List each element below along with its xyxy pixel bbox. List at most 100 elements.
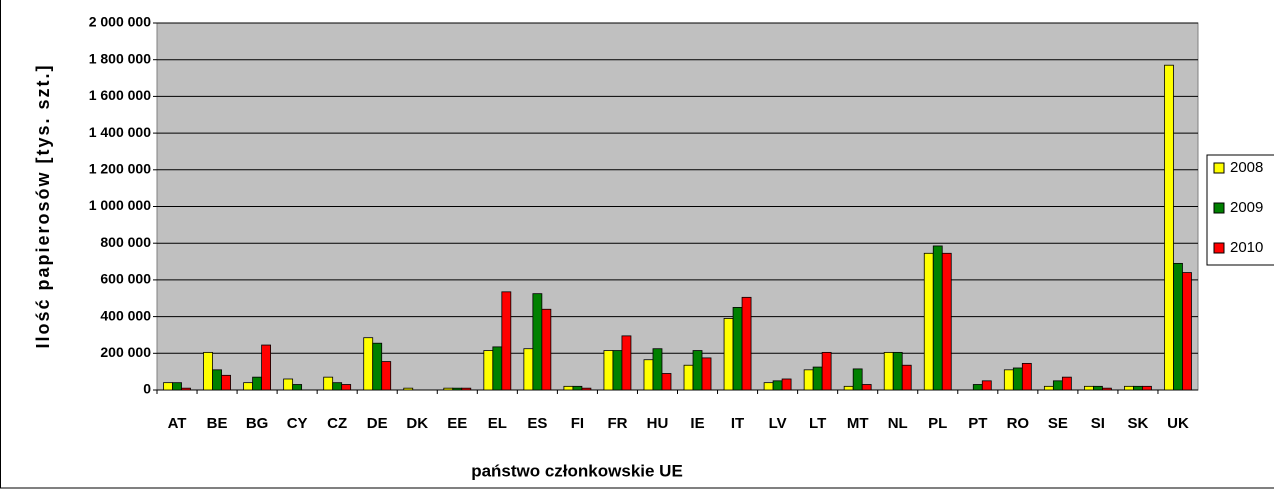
bar <box>221 374 231 391</box>
bar <box>692 350 703 391</box>
bar <box>483 350 494 391</box>
bar <box>763 382 774 391</box>
x-tick-label: AT <box>168 415 187 432</box>
bar <box>981 380 992 391</box>
x-tick-label: EL <box>488 415 507 432</box>
bar <box>701 357 712 391</box>
y-tick-label: 800 000 <box>100 234 151 250</box>
bar <box>652 348 663 391</box>
x-tick-label: ES <box>527 415 547 432</box>
bar <box>563 385 574 391</box>
bar <box>443 387 454 391</box>
bar <box>683 364 694 391</box>
bar <box>172 382 182 391</box>
bar <box>1052 380 1063 391</box>
y-axis-title: Ilość papierosów [tys. szt.] <box>33 63 53 348</box>
legend-label: 2009 <box>1230 199 1263 216</box>
bar <box>501 291 512 391</box>
bar <box>532 293 543 391</box>
x-axis-title: państwo członkowskie UE <box>471 461 683 480</box>
legend-swatch <box>1213 242 1225 254</box>
bar <box>643 359 654 391</box>
legend-swatch <box>1213 162 1225 174</box>
bar <box>1012 367 1023 391</box>
bar <box>1084 385 1094 391</box>
bar <box>243 382 253 391</box>
bar <box>1093 385 1103 391</box>
bar <box>621 335 632 391</box>
bar <box>843 385 854 391</box>
x-tick-label: FR <box>607 415 627 432</box>
x-tick-label: DE <box>367 415 388 432</box>
bar <box>772 380 783 391</box>
x-tick-label: RO <box>1007 415 1030 432</box>
bar <box>861 384 872 391</box>
bar <box>363 337 374 391</box>
bar <box>332 382 343 391</box>
x-tick-label: SI <box>1091 415 1105 432</box>
bar <box>452 387 463 391</box>
bar <box>1142 385 1152 391</box>
bar <box>852 368 863 391</box>
bar <box>381 361 392 391</box>
x-tick-label: EE <box>447 415 467 432</box>
legend-swatch <box>1213 202 1225 214</box>
bar <box>661 373 672 391</box>
bar <box>612 350 623 391</box>
bar <box>1043 385 1054 391</box>
bar <box>403 387 414 391</box>
x-tick-label: HU <box>647 415 669 432</box>
bar <box>932 245 943 391</box>
legend-label: 2010 <box>1230 239 1263 256</box>
bar <box>461 387 472 391</box>
y-tick-label: 2 000 000 <box>89 14 151 30</box>
y-tick-label: 1 400 000 <box>89 124 151 140</box>
bar <box>821 351 832 391</box>
bar <box>1021 362 1032 391</box>
bar <box>723 318 734 391</box>
x-tick-label: IT <box>731 415 744 432</box>
bar <box>892 351 903 391</box>
x-tick-label: FI <box>571 415 584 432</box>
y-tick-label: 1 600 000 <box>89 87 151 103</box>
bar <box>812 366 823 391</box>
bar <box>181 387 191 391</box>
bar <box>372 342 383 391</box>
y-tick-label: 1 000 000 <box>89 197 151 213</box>
bar <box>341 384 352 391</box>
bar <box>901 364 912 391</box>
bar <box>1182 272 1192 391</box>
bar <box>972 384 983 391</box>
x-tick-label: PL <box>928 415 947 432</box>
bar <box>803 369 814 391</box>
legend-label: 2008 <box>1230 159 1263 176</box>
bar <box>252 376 262 391</box>
bar <box>732 307 743 391</box>
bar <box>1173 262 1183 391</box>
x-tick-label: LT <box>809 415 826 432</box>
bar <box>323 376 334 391</box>
bar <box>541 308 552 391</box>
bar <box>203 351 213 391</box>
x-tick-label: LV <box>769 415 787 432</box>
x-tick-label: CZ <box>327 415 347 432</box>
bar <box>1164 64 1174 391</box>
bar <box>883 351 894 391</box>
bar <box>1133 385 1143 391</box>
bar <box>1003 369 1014 391</box>
x-tick-label: CY <box>287 415 308 432</box>
bar <box>581 387 592 391</box>
x-tick-label: SE <box>1048 415 1068 432</box>
x-tick-label: PT <box>968 415 987 432</box>
bar <box>1061 376 1072 391</box>
x-tick-label: IE <box>690 415 704 432</box>
y-tick-label: 600 000 <box>100 271 151 287</box>
bar <box>523 348 534 391</box>
bar <box>781 378 792 391</box>
x-tick-label: BG <box>246 415 269 432</box>
x-tick-label: MT <box>847 415 869 432</box>
bar <box>1102 387 1112 391</box>
bar <box>572 385 583 391</box>
x-tick-label: SK <box>1128 415 1149 432</box>
